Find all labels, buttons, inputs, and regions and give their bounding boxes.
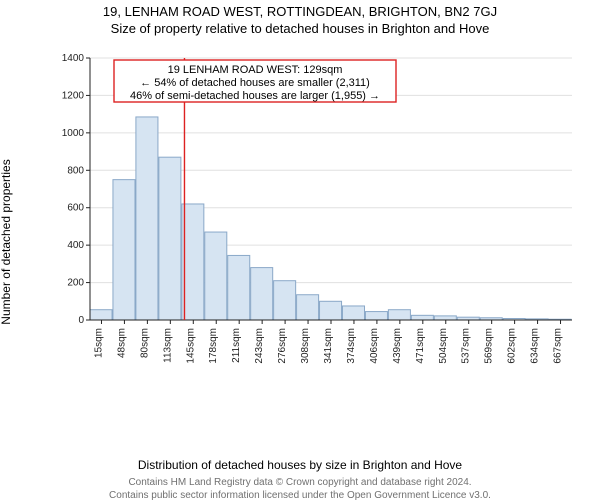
footer-line-1: Contains HM Land Registry data © Crown c… [0,477,600,490]
svg-text:1400: 1400 [62,54,85,64]
svg-text:800: 800 [67,165,84,176]
svg-text:537sqm: 537sqm [461,328,472,364]
svg-text:80sqm: 80sqm [139,328,150,358]
svg-text:569sqm: 569sqm [484,328,495,364]
svg-text:1000: 1000 [62,128,85,139]
svg-text:15sqm: 15sqm [93,328,104,358]
svg-text:406sqm: 406sqm [369,328,380,364]
svg-text:471sqm: 471sqm [415,328,426,364]
svg-text:← 54% of detached houses are s: ← 54% of detached houses are smaller (2,… [140,77,370,89]
svg-text:276sqm: 276sqm [277,328,288,364]
svg-text:374sqm: 374sqm [346,328,357,364]
svg-text:667sqm: 667sqm [553,328,564,364]
footer-line-2: Contains public sector information licen… [0,490,600,503]
footer-attribution: Contains HM Land Registry data © Crown c… [0,477,600,502]
svg-text:145sqm: 145sqm [185,328,196,364]
svg-text:46% of semi-detached houses ar: 46% of semi-detached houses are larger (… [130,90,380,102]
svg-text:634sqm: 634sqm [530,328,541,364]
page-title: 19, LENHAM ROAD WEST, ROTTINGDEAN, BRIGH… [0,4,600,19]
svg-text:113sqm: 113sqm [162,328,173,363]
page-subtitle: Size of property relative to detached ho… [0,21,600,36]
chart-container: 19, LENHAM ROAD WEST, ROTTINGDEAN, BRIGH… [0,4,600,504]
svg-text:178sqm: 178sqm [208,328,219,364]
svg-text:504sqm: 504sqm [438,328,449,364]
svg-text:602sqm: 602sqm [507,328,518,364]
svg-text:243sqm: 243sqm [254,328,265,364]
svg-text:600: 600 [67,203,84,214]
svg-text:211sqm: 211sqm [231,328,242,363]
histogram-plot: 0 200 400 600 800 1000 1200 1400 15sqm 48sqm 80sq… [58,54,578,370]
svg-text:308sqm: 308sqm [300,328,311,364]
svg-text:19 LENHAM ROAD WEST: 129sqm: 19 LENHAM ROAD WEST: 129sqm [168,64,343,76]
svg-text:48sqm: 48sqm [116,328,127,358]
svg-text:1200: 1200 [62,90,85,101]
svg-text:400: 400 [67,240,84,251]
x-axis-label: Distribution of detached houses by size … [0,458,600,472]
svg-text:0: 0 [78,315,84,326]
svg-text:341sqm: 341sqm [323,328,334,364]
svg-text:439sqm: 439sqm [392,328,403,364]
y-axis-label: Number of detached properties [0,159,13,324]
chart-area: Number of detached properties 0 200 400 600… [0,50,600,434]
svg-text:200: 200 [67,278,84,289]
